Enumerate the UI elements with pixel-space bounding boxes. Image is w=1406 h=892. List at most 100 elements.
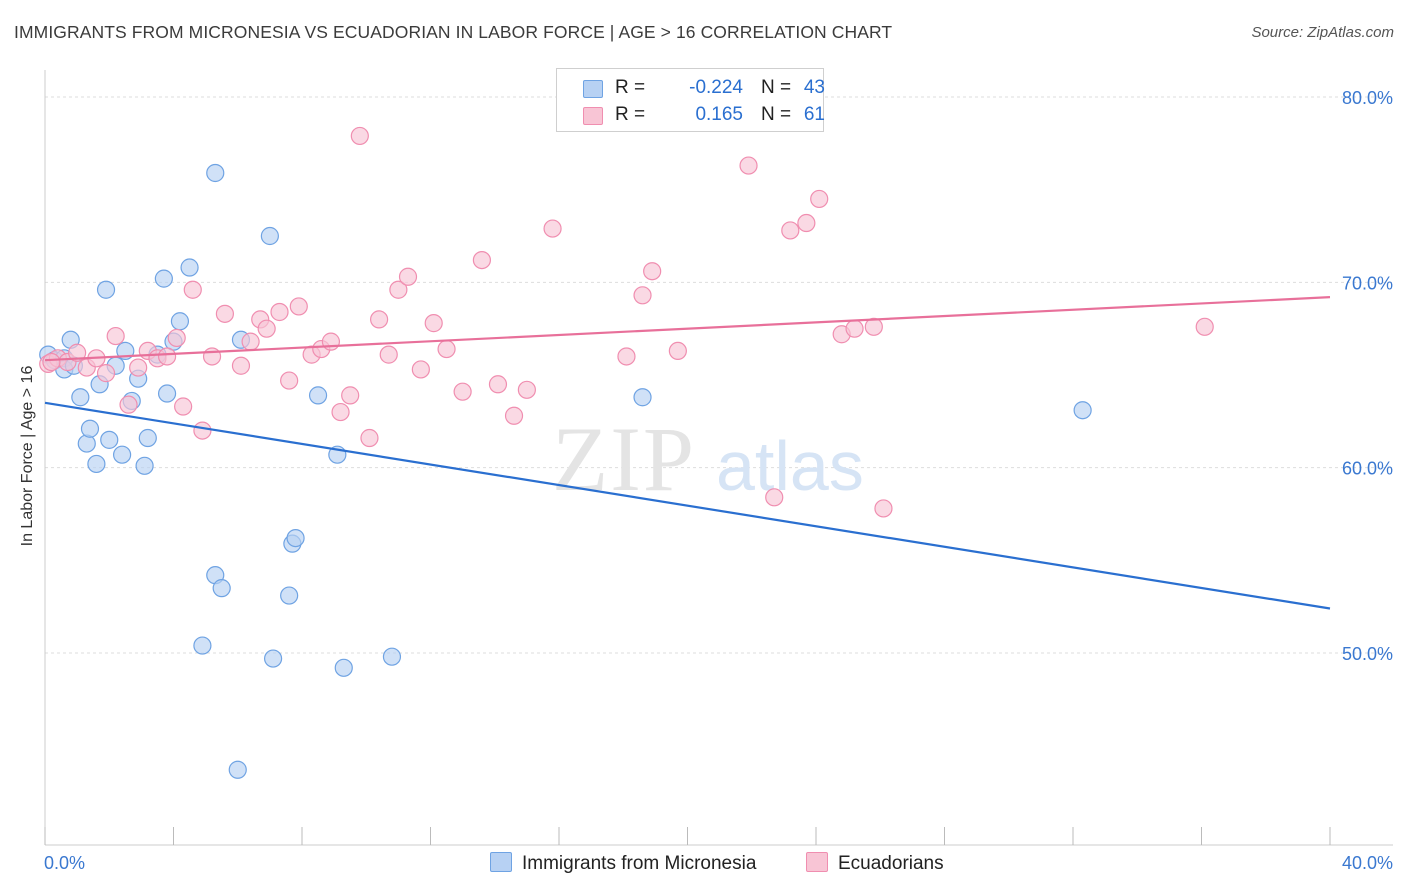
ecuadorian-point <box>488 375 508 394</box>
bottom-legend-label-micronesia: Immigrants from Micronesia <box>522 853 757 874</box>
ecuadorian-point <box>174 397 193 416</box>
micronesia-point <box>280 586 299 605</box>
ecuadorian-point <box>504 406 524 425</box>
ecuadorian-point <box>289 297 308 316</box>
ecuadorian-point <box>864 317 883 336</box>
ecuadorian-point <box>341 386 360 405</box>
micronesia-point <box>112 445 132 464</box>
ecuadorian-point <box>874 499 893 518</box>
legend-n-label: N = <box>761 104 792 125</box>
micronesia-point <box>334 658 353 677</box>
micronesia-point <box>308 386 328 405</box>
ecuadorian-point <box>781 221 800 240</box>
ecuadorian-point <box>280 371 299 390</box>
legend-swatch-blue <box>583 80 603 98</box>
ecuadorian-point <box>129 358 148 377</box>
legend-r-value: 0.165 <box>695 104 743 125</box>
bottom-legend-micronesia: Immigrants from Micronesia <box>490 852 756 875</box>
ecuadorian-point <box>797 213 816 233</box>
ecuadorian-point <box>68 343 87 362</box>
ecuadorian-point <box>398 267 418 286</box>
watermark-atlas: atlas <box>716 427 864 505</box>
micronesia-point <box>87 454 106 474</box>
legend-n-label: N = <box>761 77 792 98</box>
ecuadorian-point <box>215 304 234 323</box>
ecuadorian-point <box>350 126 369 146</box>
legend-r-label: R = <box>615 104 646 125</box>
y-tick-label: 60.0% <box>1342 459 1393 479</box>
source-label: Source: ZipAtlas.com <box>1251 24 1394 41</box>
micronesia-point <box>80 419 100 438</box>
chart-title: IMMIGRANTS FROM MICRONESIA VS ECUADORIAN… <box>14 22 893 42</box>
bottom-legend-swatch-pink <box>806 852 828 872</box>
micronesia-trend-line <box>44 401 1331 610</box>
micronesia-point <box>286 528 305 548</box>
x-tick-label-max: 40.0% <box>1342 853 1393 873</box>
ecuadorian-point <box>453 382 472 401</box>
micronesia-point <box>157 384 177 403</box>
ecuadorian-point <box>370 310 389 329</box>
ecuadorian-point <box>321 332 341 351</box>
legend-n-value: 43 <box>803 77 825 98</box>
micronesia-point <box>135 456 154 475</box>
y-tick-label: 80.0% <box>1342 88 1393 108</box>
ecuadorian-point <box>331 402 350 422</box>
ecuadorian-point <box>617 347 636 366</box>
legend-r-label: R = <box>615 77 646 98</box>
legend-n-value: 61 <box>803 104 825 125</box>
micronesia-point <box>71 388 90 407</box>
ecuadorian-point <box>119 395 138 414</box>
bottom-legend-swatch-blue <box>490 852 512 872</box>
ecuadorian-point <box>231 356 251 375</box>
bottom-legend-ecuadorians: Ecuadorians <box>806 852 944 875</box>
ecuadorian-point <box>42 352 61 372</box>
ecuadorian-point <box>668 341 687 361</box>
ecuadorian-point <box>424 314 443 333</box>
micronesia-point <box>180 258 199 277</box>
ecuadorian-point <box>845 319 864 338</box>
y-axis-label: In Labor Force | Age > 16 <box>19 365 36 547</box>
ecuadorian-point <box>472 250 491 270</box>
micronesia-point <box>382 647 402 666</box>
legend-r-value: -0.224 <box>689 77 743 98</box>
ecuadorian-point <box>167 328 186 348</box>
ecuadorian-point <box>193 421 212 440</box>
ecuadorian-point <box>517 380 536 399</box>
micronesia-point <box>154 269 173 288</box>
bottom-legend-label-ecuadorians: Ecuadorians <box>838 853 944 874</box>
micronesia-point <box>1073 401 1092 420</box>
ecuadorian-trend-line <box>44 296 1331 362</box>
ecuadorian-point <box>106 326 125 346</box>
micronesia-point <box>212 579 231 598</box>
legend-swatch-pink <box>583 107 603 125</box>
ecuadorian-point <box>643 262 662 281</box>
micronesia-point <box>633 388 652 407</box>
micronesia-point <box>96 280 116 299</box>
micronesia-point <box>138 428 157 448</box>
ecuadorian-point <box>270 302 289 322</box>
ecuadorian-point <box>389 280 408 299</box>
ecuadorian-point <box>157 347 177 366</box>
micronesia-point <box>263 649 283 668</box>
ecuadorian-point <box>257 319 276 338</box>
ecuadorian-point <box>241 332 260 351</box>
micronesia-point <box>77 434 96 453</box>
ecuadorian-point <box>1195 317 1214 336</box>
x-tick-label-min: 0.0% <box>44 853 85 873</box>
correlation-legend: R = -0.224 N = 43 R = 0.165 N = 61 <box>556 68 825 132</box>
ecuadorian-point <box>360 428 379 448</box>
micronesia-point <box>170 312 190 331</box>
micronesia-point <box>228 760 247 779</box>
y-tick-label: 70.0% <box>1342 273 1393 293</box>
ecuadorian-point <box>810 189 829 209</box>
micronesia-point <box>206 163 225 183</box>
ecuadorian-point <box>411 360 430 379</box>
ecuadorian-point <box>379 345 398 364</box>
ecuadorian-point <box>633 286 652 305</box>
watermark-zip: ZIP <box>552 408 696 510</box>
ecuadorian-point <box>202 347 222 366</box>
ecuadorian-point <box>739 156 758 175</box>
micronesia-point <box>193 636 212 655</box>
ecuadorian-point <box>765 488 784 507</box>
